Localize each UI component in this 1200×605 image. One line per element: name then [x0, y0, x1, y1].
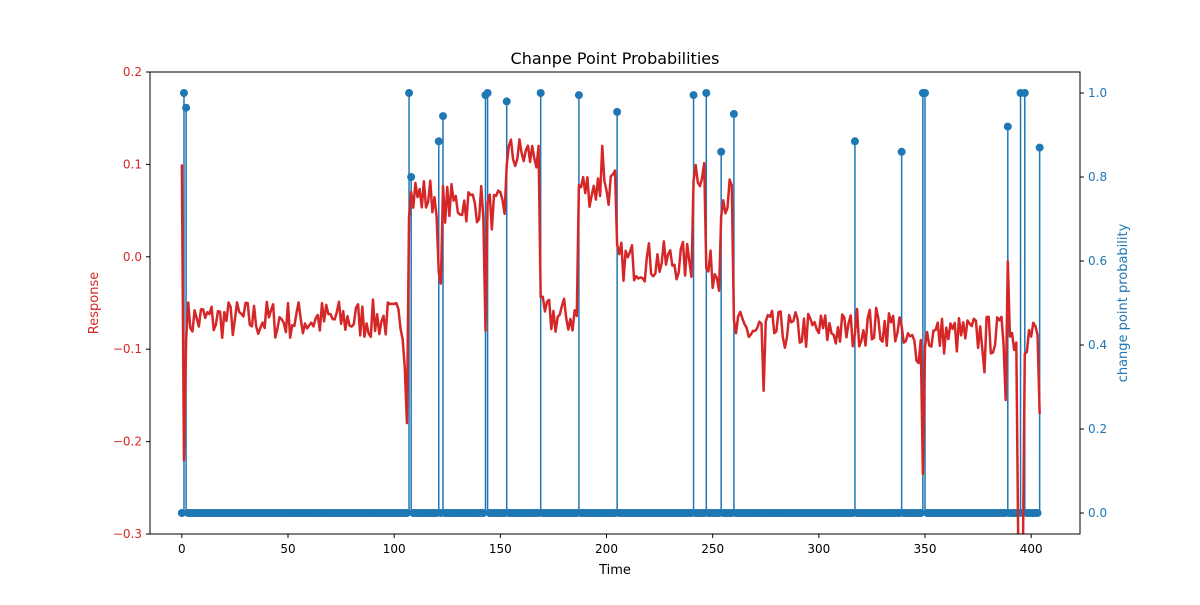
change-point-marker	[483, 89, 492, 97]
change-point-marker	[182, 103, 191, 112]
x-axis-label: Time	[598, 563, 631, 578]
change-point-marker	[729, 110, 738, 118]
x-tick-label: 200	[595, 542, 618, 556]
x-tick-label: 100	[383, 542, 406, 556]
change-point-marker	[536, 89, 545, 97]
probability-point	[916, 509, 925, 517]
y-tick-label: −0.1	[113, 342, 142, 356]
change-point-marker	[405, 89, 414, 97]
y-tick-label: −0.3	[113, 527, 142, 541]
x-tick-label: 50	[280, 542, 295, 556]
change-point-marker	[613, 107, 622, 116]
y-axis-label-probability: change point probability	[1116, 223, 1131, 382]
x-tick-label: 0	[178, 542, 186, 556]
change-point-marker	[434, 137, 443, 146]
x-axis: 0 50 100 150 200 250 300 350 400	[178, 534, 1043, 556]
y-tick-label: 0.2	[123, 65, 142, 79]
change-point-marker	[1020, 89, 1029, 97]
change-point-marker	[897, 147, 906, 156]
response-line	[180, 138, 1041, 534]
y-tick-label: −0.2	[113, 435, 142, 449]
y2-tick-label: 0.6	[1088, 254, 1107, 268]
change-point-marker	[1003, 122, 1012, 131]
y2-tick-label: 0.0	[1088, 506, 1107, 520]
x-tick-label: 300	[807, 542, 830, 556]
plot-area	[177, 89, 1044, 534]
y2-tick-label: 1.0	[1088, 86, 1107, 100]
probability-point	[177, 509, 186, 517]
chart-title: Chanpe Point Probabilities	[511, 49, 720, 68]
change-point-marker	[574, 91, 583, 100]
y2-tick-label: 0.2	[1088, 422, 1107, 436]
change-point-marker	[179, 89, 188, 97]
change-point-marker	[1035, 143, 1044, 152]
probability-point	[1033, 509, 1042, 517]
y-axis-probability: 0.0 0.2 0.4 0.6 0.8 1.0	[1080, 86, 1107, 520]
change-point-marker	[850, 137, 859, 146]
y-axis-label-response: Response	[87, 272, 102, 334]
change-point-marker	[702, 89, 711, 97]
change-point-marker	[689, 91, 698, 100]
probability-point	[479, 509, 488, 517]
y-tick-label: 0.0	[123, 250, 142, 264]
x-tick-label: 400	[1020, 542, 1043, 556]
x-tick-label: 350	[914, 542, 937, 556]
y2-tick-label: 0.8	[1088, 170, 1107, 184]
change-point-marker	[407, 173, 416, 181]
change-point-marker	[439, 112, 448, 121]
x-tick-label: 250	[701, 542, 724, 556]
change-point-marker	[502, 97, 511, 106]
change-point-marker	[717, 147, 726, 156]
change-point-marker	[921, 89, 929, 97]
y-tick-label: 0.1	[123, 157, 142, 171]
y2-tick-label: 0.4	[1088, 338, 1107, 352]
y-axis-response: −0.3 −0.2 −0.1 0.0 0.1 0.2	[113, 65, 150, 541]
x-tick-label: 150	[489, 542, 512, 556]
probability-point	[402, 509, 411, 517]
plot-frame	[149, 71, 1081, 535]
